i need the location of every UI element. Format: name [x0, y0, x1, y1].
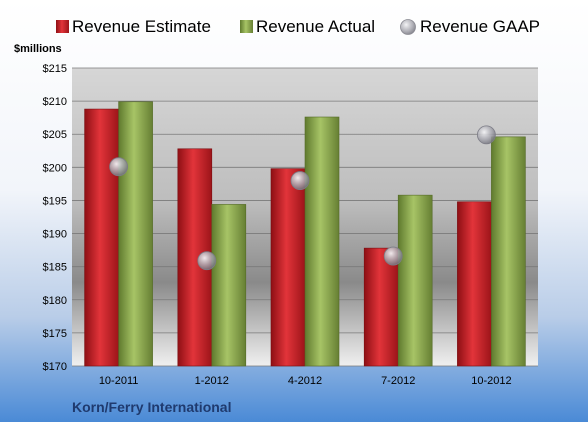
x-tick-label: 7-2012: [381, 375, 415, 387]
bar-revenue-estimate: [457, 201, 492, 367]
y-tick-label: $190: [43, 229, 67, 241]
x-axis-tick-labels: 10-2011 1-2012 4-2012 7-2012 10-2012: [99, 375, 512, 387]
bar-revenue-actual: [211, 204, 247, 367]
gaap-markers: [109, 125, 496, 271]
legend-swatch-revenue-actual: [240, 20, 253, 33]
marker-revenue-gaap: [197, 251, 217, 271]
y-tick-label: $195: [43, 195, 67, 207]
x-tick-label: 1-2012: [195, 375, 229, 387]
bar-revenue-estimate: [363, 247, 399, 367]
bar-revenue-actual: [118, 101, 153, 367]
bar-revenue-actual: [397, 194, 433, 367]
marker-revenue-gaap: [109, 157, 128, 177]
y-tick-label: $205: [43, 129, 67, 141]
legend-swatch-revenue-gaap: [400, 19, 416, 35]
legend-swatch-revenue-estimate: [56, 20, 69, 33]
y-tick-label: $170: [43, 361, 67, 373]
bar-revenue-actual: [304, 116, 340, 367]
company-name: Korn/Ferry International: [72, 399, 231, 415]
legend: Revenue Estimate Revenue Actual Revenue …: [56, 17, 540, 36]
x-tick-label: 10-2012: [471, 375, 511, 387]
bar-revenue-actual: [491, 136, 526, 367]
y-tick-label: $180: [43, 295, 67, 307]
legend-label-revenue-gaap: Revenue GAAP: [420, 17, 540, 36]
x-tick-label: 4-2012: [288, 375, 322, 387]
bars: [84, 101, 526, 367]
y-axis-unit-label: $millions: [14, 43, 62, 55]
legend-label-revenue-actual: Revenue Actual: [256, 17, 375, 36]
marker-revenue-gaap: [383, 246, 403, 266]
bar-revenue-estimate: [270, 168, 306, 367]
y-tick-label: $175: [43, 328, 67, 340]
marker-revenue-gaap: [476, 125, 496, 145]
bar-revenue-estimate: [84, 108, 119, 367]
y-tick-label: $215: [43, 63, 67, 75]
y-tick-label: $200: [43, 162, 67, 174]
legend-label-revenue-estimate: Revenue Estimate: [72, 17, 211, 36]
y-tick-label: $185: [43, 262, 67, 274]
y-axis-tick-labels: $170 $175 $180 $185 $190 $195 $200 $205 $210 $215: [43, 63, 67, 373]
x-tick-label: 10-2011: [99, 375, 139, 387]
y-tick-label: $210: [43, 96, 67, 108]
marker-revenue-gaap: [290, 171, 310, 190]
